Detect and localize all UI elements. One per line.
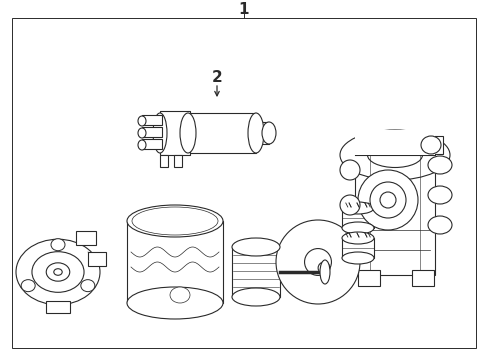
Bar (355, 155, 435, 275)
Ellipse shape (305, 248, 331, 275)
Text: 1: 1 (239, 1, 249, 17)
Bar (255, 122, 269, 144)
Ellipse shape (262, 122, 276, 144)
Ellipse shape (340, 160, 360, 180)
Bar (142, 115, 162, 125)
Ellipse shape (318, 262, 330, 274)
Ellipse shape (138, 128, 146, 138)
Ellipse shape (51, 239, 65, 251)
Bar (160, 155, 168, 167)
Ellipse shape (340, 195, 360, 215)
Ellipse shape (380, 192, 396, 208)
Bar (142, 139, 162, 149)
Ellipse shape (127, 205, 223, 237)
Ellipse shape (276, 220, 360, 304)
Ellipse shape (428, 186, 452, 204)
Ellipse shape (132, 207, 218, 235)
Bar (412, 270, 434, 286)
Ellipse shape (127, 287, 223, 319)
Bar (142, 127, 162, 137)
Bar (358, 270, 380, 286)
Ellipse shape (138, 116, 146, 126)
Ellipse shape (21, 280, 35, 292)
Ellipse shape (421, 136, 441, 154)
Ellipse shape (342, 222, 374, 234)
Bar (174, 155, 182, 167)
Ellipse shape (32, 252, 84, 292)
Ellipse shape (320, 260, 330, 284)
Bar (232, 247, 280, 297)
Ellipse shape (180, 113, 196, 153)
Bar (160, 111, 190, 155)
Bar (88, 252, 106, 266)
Bar (355, 130, 435, 155)
Text: 2: 2 (212, 71, 222, 85)
Bar (188, 113, 256, 153)
Bar (342, 238, 374, 258)
Bar (418, 136, 443, 154)
Ellipse shape (153, 113, 167, 153)
Ellipse shape (81, 280, 95, 292)
Ellipse shape (342, 232, 374, 244)
Ellipse shape (170, 287, 190, 303)
Ellipse shape (340, 130, 450, 180)
Ellipse shape (358, 170, 418, 230)
Ellipse shape (370, 182, 406, 218)
Ellipse shape (342, 252, 374, 264)
Ellipse shape (232, 288, 280, 306)
Ellipse shape (428, 216, 452, 234)
Ellipse shape (54, 269, 62, 275)
Ellipse shape (16, 239, 100, 305)
Bar (127, 221, 223, 303)
Ellipse shape (46, 263, 70, 281)
Ellipse shape (342, 202, 374, 214)
Ellipse shape (232, 238, 280, 256)
Bar (342, 208, 374, 228)
Ellipse shape (138, 140, 146, 150)
Ellipse shape (428, 156, 452, 174)
Ellipse shape (248, 113, 264, 153)
Bar (46, 301, 70, 312)
Bar (76, 230, 96, 244)
